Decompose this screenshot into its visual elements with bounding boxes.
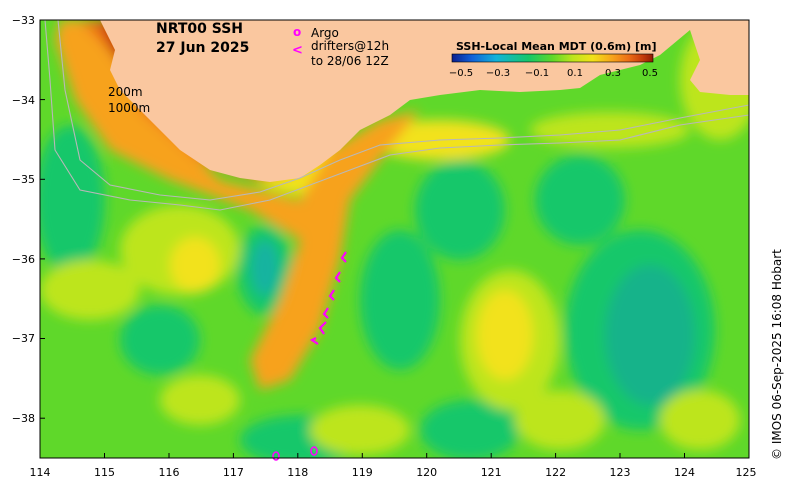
drifter-marker xyxy=(340,251,347,263)
x-tick-label: 114 xyxy=(30,466,51,479)
y-tick-label: −34 xyxy=(12,94,35,107)
plot-frame xyxy=(39,19,750,459)
isobaths xyxy=(44,19,750,211)
x-tick-label: 124 xyxy=(674,466,695,479)
colorbar-tick: −0.5 xyxy=(449,68,473,79)
isobath-label-1000m: 1000m xyxy=(108,101,150,115)
x-tick-label: 117 xyxy=(223,466,244,479)
colorbar-tick: −0.1 xyxy=(525,68,549,79)
isobath-200m xyxy=(44,19,750,211)
colorbar-tick: −0.3 xyxy=(486,68,510,79)
drifter-legend-symbol: < xyxy=(292,43,303,58)
x-tick-label: 120 xyxy=(416,466,437,479)
drifter-marker xyxy=(328,289,335,301)
isobath-label-200m: 200m xyxy=(108,85,143,99)
colorbar: SSH-Local Mean MDT (0.6m) [m] −0.5 −0.3 … xyxy=(449,40,658,79)
drifter-marker xyxy=(334,271,341,283)
x-tick-label: 125 xyxy=(736,466,757,479)
x-tick-label: 121 xyxy=(481,466,502,479)
x-axis-ticks xyxy=(39,453,750,458)
y-axis-ticks xyxy=(40,19,45,419)
colorbar-title: SSH-Local Mean MDT (0.6m) [m] xyxy=(456,40,656,53)
map-title-date: 27 Jun 2025 xyxy=(156,40,249,56)
x-tick-label: 123 xyxy=(610,466,631,479)
y-tick-label: −38 xyxy=(12,412,35,425)
y-tick-label: −35 xyxy=(12,173,35,186)
drifter-marker xyxy=(322,307,329,319)
colorbar-tick: 0.3 xyxy=(605,68,621,79)
colorbar-tick: 0.5 xyxy=(642,68,658,79)
x-tick-label: 116 xyxy=(159,466,180,479)
x-tick-label: 122 xyxy=(545,466,566,479)
argo-float xyxy=(310,446,318,456)
y-tick-label: −33 xyxy=(12,14,35,27)
argo-floats xyxy=(272,446,318,461)
map-title-product: NRT00 SSH xyxy=(156,21,243,37)
x-tick-label: 118 xyxy=(287,466,308,479)
x-tick-label: 115 xyxy=(94,466,115,479)
drifter-marker xyxy=(309,337,319,345)
drifter-legend-label: drifters@12h xyxy=(311,39,389,53)
drifter-legend-label-time: to 28/06 12Z xyxy=(311,54,389,68)
isobath-1000m xyxy=(57,19,750,201)
colorbar-gradient xyxy=(451,53,654,63)
y-tick-label: −36 xyxy=(12,253,35,266)
argo-legend-label: Argo xyxy=(311,26,339,40)
y-tick-label: −37 xyxy=(12,332,35,345)
x-tick-label: 119 xyxy=(352,466,373,479)
drifter-tracks xyxy=(309,251,347,345)
argo-float xyxy=(272,451,280,461)
drifter-marker xyxy=(318,321,327,335)
argo-legend-symbol: o xyxy=(293,25,301,39)
colorbar-tick: 0.1 xyxy=(567,68,583,79)
imos-credit: © IMOS 06-Sep-2025 16:08 Hobart xyxy=(770,249,784,460)
